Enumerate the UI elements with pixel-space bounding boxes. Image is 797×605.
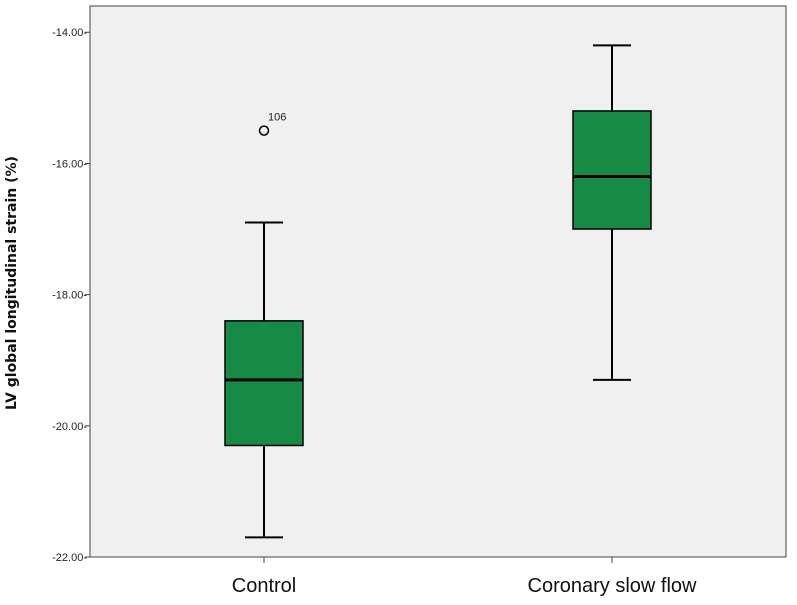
- y-tick-label: -22.00-: [52, 552, 87, 564]
- y-axis: -14.00- -16.00- -18.00- -20.00- -22.00-: [52, 27, 90, 564]
- boxes-group: 106: [224, 44, 652, 539]
- outlier-point: [258, 125, 270, 136]
- box-iqr: [572, 110, 652, 230]
- x-axis: Control Coronary slow flow: [232, 557, 697, 597]
- y-tick-label: -20.00-: [52, 421, 87, 433]
- y-axis-title: LV global longitudinal strain (%): [4, 156, 20, 410]
- x-category-label: Control: [232, 575, 296, 597]
- box-coronary-slow-flow: [572, 44, 652, 381]
- plot-area: [89, 5, 787, 558]
- y-tick-label: -16.00-: [52, 158, 87, 170]
- y-tick-label: -18.00-: [52, 290, 87, 302]
- y-tick-label: -14.00-: [52, 27, 87, 39]
- box-iqr: [224, 320, 304, 447]
- outlier-label: 106: [268, 112, 286, 124]
- box-control: 106: [224, 112, 304, 539]
- x-category-label: Coronary slow flow: [528, 575, 698, 597]
